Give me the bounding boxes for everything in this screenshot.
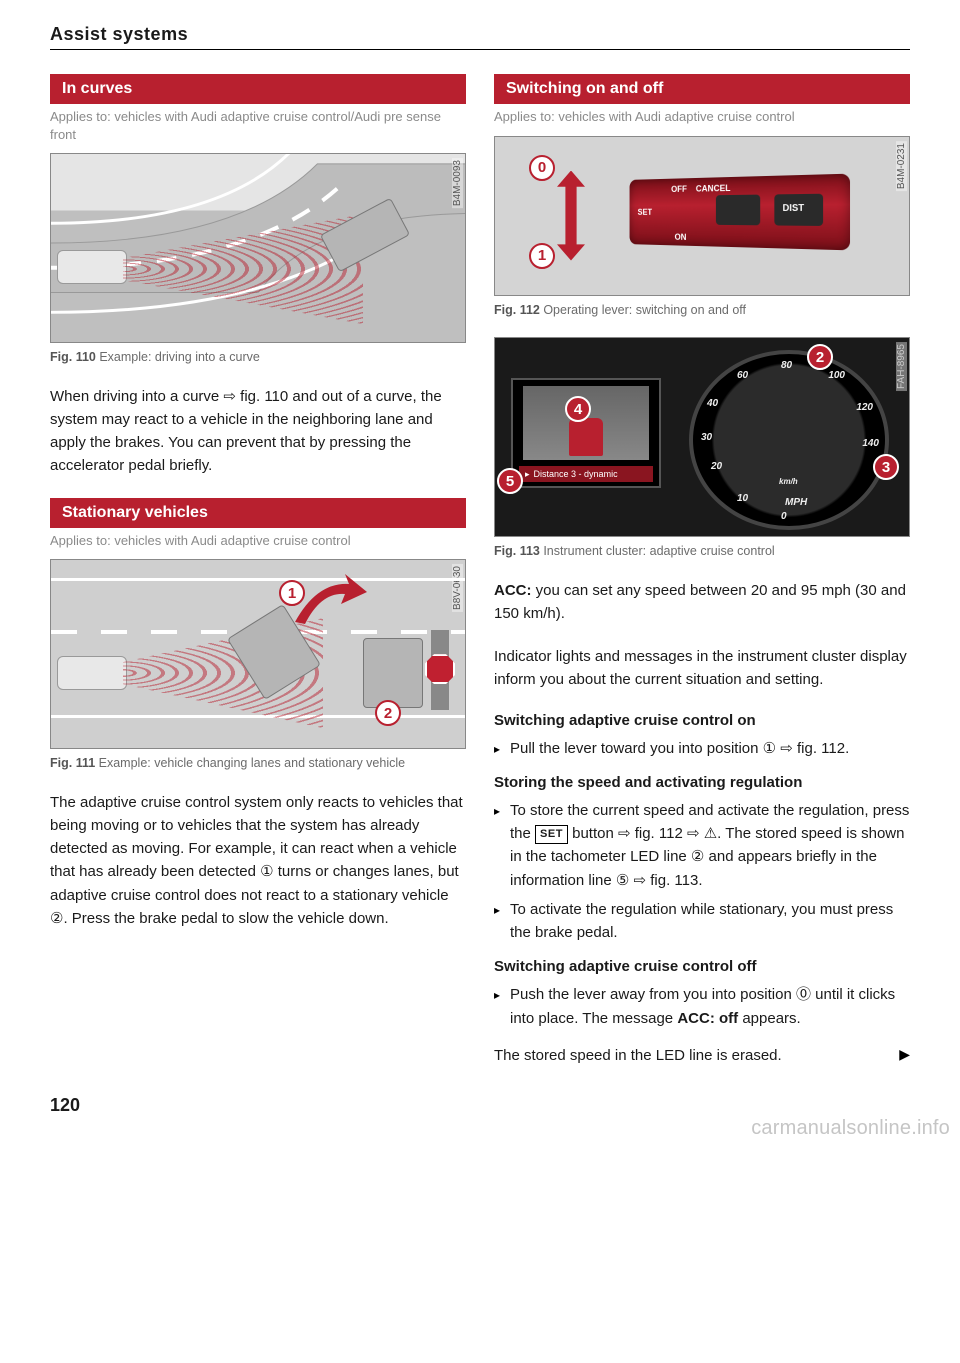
callout-0: 0: [529, 155, 555, 181]
callout-4: 4: [565, 396, 591, 422]
bullet-store-1: To store the current speed and activate …: [494, 799, 910, 892]
b3-post: appears.: [738, 1010, 801, 1027]
acc-bold: ACC:: [494, 582, 532, 599]
last-line-text: The stored speed in the LED line is eras…: [494, 1047, 782, 1064]
gauge-unit: MPH: [785, 497, 807, 508]
tachometer: MPH km/h 0 10 20 30 40 60 80 100 120 140: [689, 350, 889, 530]
lever-off: OFF: [671, 184, 687, 194]
lever-dist-btn: DIST: [774, 193, 823, 225]
subhead-on: Switching adaptive cruise control on: [494, 712, 910, 729]
bullet-off-1: Push the lever away from you into positi…: [494, 983, 910, 1030]
section-header-switching: Switching on and off: [494, 74, 910, 104]
figure-112: B4M-0231 OFF CANCEL ON SPEED DIST SET 0 …: [494, 136, 910, 296]
bullets-store: To store the current speed and activate …: [494, 799, 910, 945]
last-line: The stored speed in the LED line is eras…: [494, 1044, 910, 1067]
chapter-title: Assist systems: [50, 24, 910, 50]
bullets-on: Pull the lever toward you into position …: [494, 737, 910, 760]
lever-on: ON: [675, 232, 687, 242]
applies-to-curves: Applies to: vehicles with Audi adaptive …: [50, 108, 466, 143]
callout-1b: 1: [529, 243, 555, 269]
screen-road: [523, 386, 649, 460]
fig111-num: Fig. 111: [50, 756, 95, 770]
callout-2: 2: [375, 700, 401, 726]
cruise-lever: OFF CANCEL ON SPEED DIST SET: [630, 173, 850, 250]
callout-5: 5: [497, 468, 523, 494]
figure-113-code: FAH-8965: [896, 342, 907, 391]
figure-111-code: B8V-0630: [452, 564, 463, 612]
lever-direction-arrow: [557, 171, 585, 261]
fig110-text: Example: driving into a curve: [96, 350, 260, 364]
fig111-text: Example: vehicle changing lanes and stat…: [95, 756, 405, 770]
stationary-body: The adaptive cruise control system only …: [50, 791, 466, 931]
stop-sign: [425, 654, 455, 684]
bullet-store-2: To activate the regulation while station…: [494, 898, 910, 945]
figure-110: B4M-0093: [50, 153, 466, 343]
fig113-text: Instrument cluster: adaptive cruise cont…: [540, 544, 775, 558]
fig113-num: Fig. 113: [494, 544, 540, 558]
screen-status-text: Distance 3 - dynamic: [534, 469, 618, 479]
gauge-sub: km/h: [779, 477, 798, 486]
figure-113: FAH-8965 ▸Distance 3 - dynamic MPH km/h …: [494, 337, 910, 537]
subhead-off: Switching adaptive cruise control off: [494, 958, 910, 975]
callout-2b: 2: [807, 344, 833, 370]
fig113-caption: Fig. 113 Instrument cluster: adaptive cr…: [494, 543, 910, 561]
fig112-caption: Fig. 112 Operating lever: switching on a…: [494, 302, 910, 320]
acc-line: ACC: you can set any speed between 20 an…: [494, 579, 910, 626]
set-button-icon: SET: [535, 825, 568, 844]
figure-111: B8V-0630 1 2: [50, 559, 466, 749]
fig111-caption: Fig. 111 Example: vehicle changing lanes…: [50, 755, 466, 773]
indicator-para: Indicator lights and messages in the ins…: [494, 645, 910, 692]
figure-112-code: B4M-0231: [896, 141, 907, 191]
subhead-store: Storing the speed and activating regulat…: [494, 774, 910, 791]
bullet-on-1: Pull the lever toward you into position …: [494, 737, 910, 760]
lane-edge-top: [51, 578, 465, 581]
right-column: Switching on and off Applies to: vehicle…: [494, 74, 910, 1067]
section-header-stationary: Stationary vehicles: [50, 498, 466, 528]
acc-rest: you can set any speed between 20 and 95 …: [494, 582, 906, 622]
cluster-screen: ▸Distance 3 - dynamic: [511, 378, 661, 488]
callout-1: 1: [279, 580, 305, 606]
curves-body: When driving into a curve ⇨ fig. 110 and…: [50, 385, 466, 478]
screen-car-icon: [569, 418, 603, 456]
left-column: In curves Applies to: vehicles with Audi…: [50, 74, 466, 1067]
lane-edge-bottom: [51, 715, 465, 718]
lever-cancel: CANCEL: [696, 183, 731, 194]
page-number: 120: [50, 1095, 910, 1116]
continue-arrow-icon: ▶: [899, 1044, 910, 1066]
callout-3: 3: [873, 454, 899, 480]
fig112-num: Fig. 112: [494, 303, 540, 317]
bullets-off: Push the lever away from you into positi…: [494, 983, 910, 1030]
figure-110-code: B4M-0093: [452, 158, 463, 208]
ego-car: [57, 250, 127, 284]
lever-rocker: [716, 194, 760, 225]
b2a-post: button ⇨ fig. 112 ⇨ ⚠. The stored speed …: [510, 825, 905, 889]
fig110-caption: Fig. 110 Example: driving into a curve: [50, 349, 466, 367]
watermark: carmanualsonline.info: [751, 1117, 950, 1140]
section-header-curves: In curves: [50, 74, 466, 104]
fig110-num: Fig. 110: [50, 350, 96, 364]
fig112-text: Operating lever: switching on and off: [540, 303, 746, 317]
ego-car-2: [57, 656, 127, 690]
applies-to-switching: Applies to: vehicles with Audi adaptive …: [494, 108, 910, 126]
b3-bold: ACC: off: [677, 1010, 738, 1027]
lever-dist: DIST: [783, 202, 805, 213]
screen-status-bar: ▸Distance 3 - dynamic: [519, 466, 653, 482]
lever-set: SET: [638, 207, 652, 216]
stationary-vehicle: [363, 638, 423, 708]
applies-to-stationary: Applies to: vehicles with Audi adaptive …: [50, 532, 466, 550]
